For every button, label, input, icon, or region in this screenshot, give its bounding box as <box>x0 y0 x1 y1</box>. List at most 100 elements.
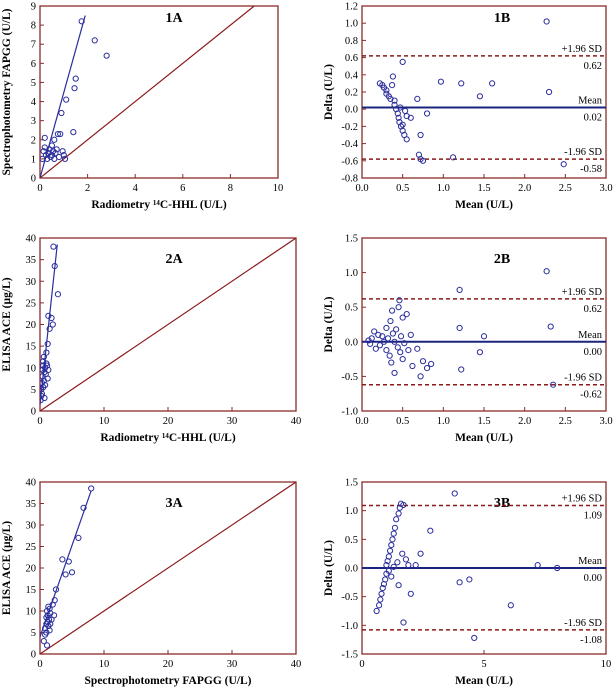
data-point <box>388 541 395 549</box>
x-tick-label: 4 <box>133 183 139 194</box>
data-point <box>417 550 424 557</box>
x-tick-label: 2.0 <box>518 183 531 194</box>
data-point <box>388 359 395 366</box>
plot-area <box>40 238 296 411</box>
data-point <box>62 571 69 578</box>
data-point <box>75 534 82 542</box>
data-point <box>46 627 53 634</box>
x-tick-label: 2.0 <box>518 416 531 427</box>
x-tick-label: 20 <box>163 659 174 670</box>
x-tick-label: 2 <box>85 183 90 194</box>
upper-sd-value: 0.62 <box>584 304 602 315</box>
data-point <box>43 642 51 649</box>
plot-area <box>40 6 255 178</box>
identity-line <box>40 238 296 411</box>
lower-sd-value: -0.58 <box>580 164 602 175</box>
data-point <box>45 616 53 623</box>
data-point <box>476 349 484 356</box>
y-tick-label: 0.5 <box>345 303 358 314</box>
y-tick-label: 0.0 <box>345 564 358 575</box>
panel-label: 1A <box>165 11 183 26</box>
data-point <box>419 157 427 164</box>
y-tick-label: -1.5 <box>341 650 358 661</box>
x-axis-label: Radiometry ¹⁴C-HHL (U/L) <box>91 199 226 211</box>
data-point <box>402 556 410 563</box>
x-axis-label: Spectrophotometry FAPGG (U/L) <box>85 675 252 687</box>
data-point <box>72 75 79 82</box>
x-tick-label: 1.0 <box>437 183 450 194</box>
data-point <box>409 362 416 370</box>
y-tick-label: 1.2 <box>345 2 358 13</box>
y-tick-label: 35 <box>26 255 37 266</box>
data-point <box>388 573 395 580</box>
data-point <box>391 97 398 104</box>
data-point <box>407 590 414 597</box>
x-tick-label: 10 <box>99 659 110 670</box>
panel-label: 2A <box>165 252 183 267</box>
data-point <box>403 311 410 318</box>
upper-sd-value: 0.62 <box>584 61 602 72</box>
data-point <box>42 381 49 389</box>
data-point <box>43 349 50 356</box>
y-tick-label: -0.6 <box>341 156 358 167</box>
data-point <box>63 96 70 103</box>
data-point <box>543 268 550 275</box>
data-point <box>393 326 400 333</box>
y-tick-label: 0.0 <box>345 105 358 116</box>
y-tick-label: -0.2 <box>341 122 358 133</box>
plot-area <box>362 18 606 168</box>
x-tick-label: 0.5 <box>396 416 409 427</box>
panel-label: 2B <box>494 252 510 267</box>
x-tick-label: 6 <box>180 183 185 194</box>
panel-2a: 0 10 20 30 40 0 5 10 15 20 25 30 35 40 Radiometry ¹⁴C-… <box>1 234 301 445</box>
data-point <box>388 307 396 314</box>
data-point <box>383 324 390 332</box>
y-tick-label: -1.0 <box>341 621 358 632</box>
panel-1a: 0 2 4 6 8 10 0 1 2 3 4 5 6 7 8 9 Radiometry ¹⁴C-HHL (U/L… <box>1 2 283 212</box>
y-axis-label: Delta (U/L) <box>323 64 335 120</box>
identity-line <box>40 6 255 178</box>
y-tick-label: 1.0 <box>345 506 358 517</box>
data-point <box>59 556 66 563</box>
data-point <box>49 321 56 328</box>
data-point <box>57 130 64 138</box>
lower-sd-label: -1.96 SD <box>564 618 602 629</box>
data-point <box>402 107 409 115</box>
y-tick-label: 7 <box>31 40 36 51</box>
x-tick-label: 3.0 <box>599 416 612 427</box>
data-point <box>451 490 458 497</box>
data-point <box>45 366 52 374</box>
data-point <box>399 356 406 363</box>
data-point <box>51 136 58 143</box>
y-tick-label: 30 <box>26 521 37 532</box>
plot-area <box>40 482 296 654</box>
y-axis-label: ELISA ACE (µg/L) <box>1 521 13 615</box>
panel-label: 1B <box>494 11 510 26</box>
data-point <box>386 352 393 359</box>
y-tick-label: 3 <box>31 116 36 127</box>
data-point <box>545 88 553 96</box>
data-point <box>61 155 69 162</box>
data-point <box>456 579 463 586</box>
data-point <box>385 567 392 574</box>
x-tick-label: 0 <box>37 659 42 670</box>
data-point <box>80 504 87 511</box>
data-point <box>507 602 514 609</box>
data-point <box>375 602 383 609</box>
data-point <box>389 330 397 337</box>
y-tick-label: 5 <box>31 78 36 89</box>
y-tick-label: 15 <box>26 342 37 353</box>
x-tick-label: 8 <box>228 183 233 194</box>
data-point <box>389 536 396 543</box>
data-point <box>547 323 554 330</box>
data-point <box>383 87 390 94</box>
data-point <box>399 58 406 66</box>
x-axis-label: Mean (U/L) <box>455 675 513 687</box>
data-point <box>471 634 478 642</box>
data-point <box>78 18 85 25</box>
data-point <box>68 569 76 576</box>
y-tick-label: 6 <box>31 59 36 70</box>
data-point <box>391 338 398 345</box>
plot-area <box>362 268 606 388</box>
